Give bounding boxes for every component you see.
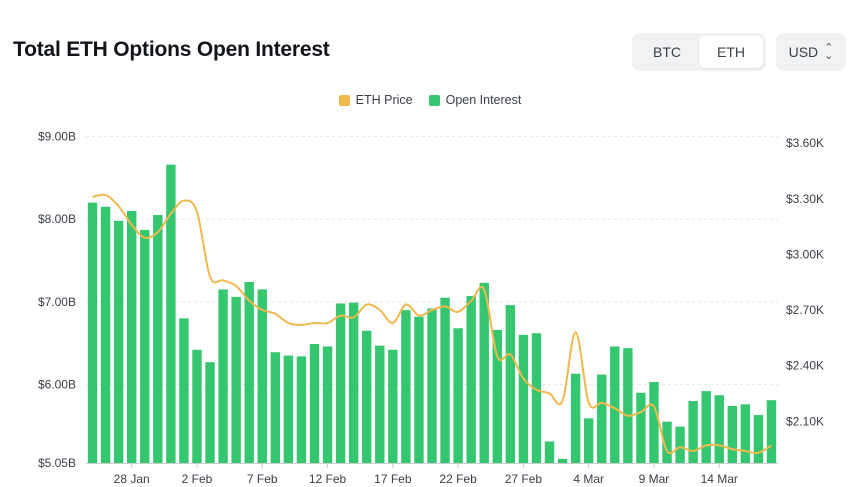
bar-open-interest	[662, 421, 672, 463]
x-tick-label: 12 Feb	[309, 472, 347, 486]
currency-select[interactable]: USD ⌃ ⌄	[776, 33, 846, 71]
y-right-tick-label: $3.30K	[786, 192, 824, 206]
bar-open-interest	[597, 374, 607, 463]
bar-open-interest	[583, 418, 594, 463]
bar-open-interest	[388, 349, 398, 463]
x-tick-label: 9 Mar	[639, 472, 670, 486]
x-tick-label: 22 Feb	[439, 472, 477, 486]
y-left-tick-label: $8.00B	[38, 212, 76, 226]
x-tick-label: 7 Feb	[247, 472, 278, 486]
asset-btc-button[interactable]: BTC	[653, 44, 681, 60]
bar-open-interest	[218, 289, 228, 463]
asset-toggle: BTC ETH	[632, 33, 766, 71]
bar-open-interest	[557, 458, 568, 463]
bar-open-interest	[296, 356, 307, 463]
bar-open-interest	[427, 308, 437, 463]
bar-open-interest	[701, 391, 711, 463]
bar-open-interest	[466, 296, 476, 463]
page-title: Total ETH Options Open Interest	[13, 38, 330, 61]
chart-legend: ETH Price Open Interest	[0, 93, 860, 107]
bar-open-interest	[231, 296, 241, 463]
bar-open-interest	[531, 333, 542, 463]
line-eth-price	[92, 193, 772, 455]
bar-open-interest	[570, 373, 581, 463]
x-tick-label: 17 Feb	[374, 472, 412, 486]
bar-open-interest	[440, 297, 450, 463]
bar-open-interest	[153, 215, 163, 463]
chevron-up-down-icon: ⌃ ⌄	[824, 42, 834, 62]
bar-open-interest	[362, 330, 372, 463]
bar-open-interest	[636, 392, 646, 463]
y-right-tick-label: $2.10K	[786, 414, 824, 428]
bar-open-interest	[649, 382, 659, 463]
bar-open-interest	[688, 401, 698, 463]
bar-open-interest	[283, 355, 294, 463]
bar-open-interest	[100, 206, 111, 463]
currency-value: USD	[788, 44, 819, 60]
bar-open-interest	[192, 349, 202, 463]
x-tick-label: 2 Feb	[182, 472, 213, 486]
legend-swatch-open-interest	[428, 94, 440, 106]
bar-open-interest	[166, 164, 176, 463]
bar-open-interest	[335, 303, 346, 463]
bar-open-interest	[414, 316, 424, 463]
bar-open-interest	[375, 345, 385, 463]
x-tick-label: 14 Mar	[701, 472, 738, 486]
bar-open-interest	[675, 426, 685, 463]
bar-open-interest	[453, 328, 463, 463]
y-left-tick-label: $9.00B	[38, 130, 76, 144]
bar-open-interest	[309, 343, 320, 463]
legend-swatch-eth-price	[338, 94, 350, 106]
y-left-tick-label: $6.00B	[38, 377, 76, 391]
bar-open-interest	[401, 310, 411, 463]
bar-open-interest	[714, 395, 724, 463]
bar-open-interest	[270, 352, 281, 463]
bar-open-interest	[766, 400, 777, 463]
bar-open-interest	[623, 348, 633, 463]
x-tick-label: 28 Jan	[114, 472, 150, 486]
asset-eth-button[interactable]: ETH	[699, 36, 763, 68]
bar-open-interest	[740, 404, 751, 463]
bar-open-interest	[322, 346, 333, 463]
bar-open-interest	[244, 281, 254, 463]
bar-open-interest	[140, 229, 150, 463]
bar-open-interest	[257, 289, 267, 463]
legend-label-eth-price: ETH Price	[355, 93, 413, 107]
bar-open-interest	[505, 305, 516, 463]
bar-open-interest	[518, 334, 529, 463]
bar-open-interest	[753, 415, 764, 463]
bar-open-interest	[113, 220, 124, 463]
x-tick-label: 4 Mar	[573, 472, 604, 486]
y-right-tick-label: $3.00K	[786, 247, 824, 261]
bar-open-interest	[544, 441, 555, 463]
bar-open-interest	[126, 210, 137, 463]
bar-open-interest	[179, 318, 189, 463]
legend-label-open-interest: Open Interest	[445, 93, 522, 107]
bar-open-interest	[479, 282, 489, 463]
bar-open-interest	[205, 362, 215, 463]
y-left-tick-label: $7.00B	[38, 295, 76, 309]
y-right-tick-label: $2.40K	[786, 359, 824, 373]
bar-open-interest	[87, 202, 98, 463]
y-right-tick-label: $3.60K	[786, 136, 824, 150]
x-tick-label: 27 Feb	[505, 472, 543, 486]
bar-open-interest	[610, 346, 620, 463]
legend-item-open-interest[interactable]: Open Interest	[428, 93, 522, 107]
bar-open-interest	[727, 405, 738, 463]
legend-item-eth-price[interactable]: ETH Price	[338, 93, 413, 107]
y-left-tick-label: $5.05B	[38, 456, 76, 470]
bar-open-interest	[348, 302, 359, 463]
bar-open-interest	[492, 329, 502, 463]
y-right-tick-label: $2.70K	[786, 303, 824, 317]
